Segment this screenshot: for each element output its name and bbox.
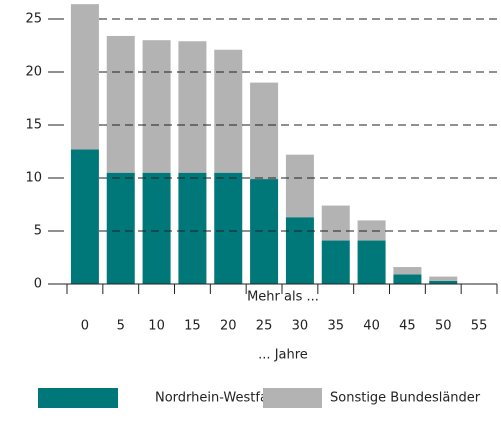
x-tick-label: 45 [399, 319, 416, 334]
bar-segment [321, 240, 350, 284]
bar-segment [429, 280, 458, 284]
bar-segment [357, 240, 386, 284]
legend-label: Sonstige Bundesländer [330, 391, 481, 406]
x-tick-label: 30 [292, 319, 309, 334]
y-tick-label: 0 [34, 277, 42, 292]
bar-segment [70, 149, 99, 284]
x-tick-label: 50 [435, 319, 452, 334]
x-tick-label: 15 [184, 319, 201, 334]
bar-segment [142, 172, 171, 284]
y-tick-label: 15 [25, 118, 42, 133]
y-tick-label: 10 [25, 171, 42, 186]
bar-segment [214, 172, 243, 284]
x-tick-label: 0 [81, 319, 89, 334]
bar-segment [70, 4, 99, 150]
bar-segment [285, 217, 314, 284]
x-tick-label: 25 [256, 319, 273, 334]
x-tick-label: 10 [148, 319, 165, 334]
bar-segment [250, 82, 279, 180]
bar-segment [321, 205, 350, 241]
x-tick-label: 35 [327, 319, 344, 334]
bar-segment [178, 41, 207, 173]
bar-segment [214, 49, 243, 173]
bar-segment [106, 172, 135, 284]
bar-segment [429, 276, 458, 281]
y-tick-label: 20 [25, 65, 42, 80]
bar-segment [357, 220, 386, 241]
bar-segment [250, 179, 279, 284]
y-tick-label: 5 [34, 224, 42, 239]
bar-segment [142, 40, 171, 173]
bar-segment [393, 267, 422, 275]
bar-segment [106, 35, 135, 173]
legend-swatch [263, 388, 322, 408]
bar-segment [178, 172, 207, 284]
x-axis-label-top: Mehr als ... [247, 290, 319, 305]
bar-segment [285, 154, 314, 218]
x-tick-label: 5 [117, 319, 125, 334]
legend-swatch [38, 388, 118, 408]
y-tick-label: 25 [25, 12, 42, 27]
x-tick-label: 40 [363, 319, 380, 334]
legend-label: Nordrhein-Westfalen [155, 391, 288, 406]
x-axis-label-bottom: ... Jahre [258, 348, 308, 363]
x-tick-label: 20 [220, 319, 237, 334]
bar-segment [393, 274, 422, 284]
x-tick-label: 55 [471, 319, 488, 334]
